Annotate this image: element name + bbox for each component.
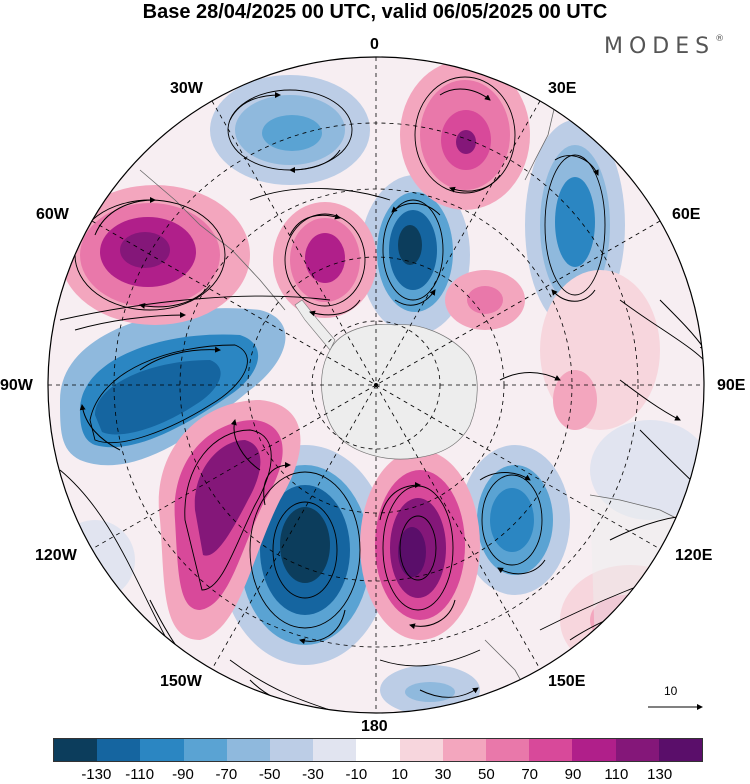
lon-label-150e: 150E <box>548 673 586 690</box>
lon-label-30e: 30E <box>548 80 577 97</box>
colorbar-ticks: -130 -110 -90 -70 -50 -30 -10 10 30 50 70 90 110 130 <box>53 766 703 784</box>
colorbar-tick-label: 50 <box>477 766 495 783</box>
colorbar-swatch <box>529 739 573 761</box>
colorbar <box>53 738 703 762</box>
colorbar-tick-label: -50 <box>258 766 281 783</box>
colorbar-tick-label: -10 <box>345 766 368 783</box>
lon-label-60e: 60E <box>672 206 701 223</box>
lon-label-60w: 60W <box>36 206 69 223</box>
colorbar-tick-label: 70 <box>521 766 538 783</box>
lon-label-90w: 90W <box>0 377 33 394</box>
vector-scale-label: 10 <box>664 684 678 698</box>
map-border <box>47 56 705 714</box>
lon-label-0: 0 <box>370 36 379 53</box>
lon-label-120e: 120E <box>675 547 713 564</box>
colorbar-swatch <box>313 739 357 761</box>
colorbar-tick-label: -90 <box>172 766 194 783</box>
colorbar-tick-label: -130 <box>81 766 112 783</box>
antarctic-peninsula <box>294 299 336 351</box>
colorbar-tick-label: -110 <box>125 766 155 783</box>
colorbar-tick-label: 90 <box>564 766 582 783</box>
lon-label-150w: 150W <box>160 673 202 690</box>
colorbar-swatch <box>97 739 141 761</box>
colorbar-swatch <box>572 739 616 761</box>
colorbar-swatch <box>658 739 703 761</box>
negative-anomalies <box>55 75 704 713</box>
registered-mark: ® <box>715 34 725 44</box>
colorbar-swatch <box>183 739 227 761</box>
lon-label-180: 180 <box>361 718 388 735</box>
south-america-coast <box>139 169 286 311</box>
colorbar-tick-label: -70 <box>215 766 238 783</box>
lon-label-90e: 90E <box>717 377 746 394</box>
map-title: Base 28/04/2025 00 UTC, valid 06/05/2025… <box>142 1 608 23</box>
colorbar-swatch <box>442 739 487 761</box>
colorbar-swatch <box>140 739 184 761</box>
colorbar-tick-label: 10 <box>391 766 408 783</box>
colorbar-swatch <box>486 739 530 761</box>
lon-label-120w: 120W <box>35 547 77 564</box>
colorbar-tick-label: 130 <box>647 766 673 783</box>
colorbar-swatch <box>615 739 659 761</box>
colorbar-swatch <box>226 739 271 761</box>
colorbar-tick-label: 30 <box>434 766 452 783</box>
colorbar-swatch <box>54 739 98 761</box>
anomaly-field <box>48 57 704 713</box>
colorbar-swatch <box>270 739 314 761</box>
new-zealand-coast <box>484 639 526 689</box>
lon-label-30w: 30W <box>170 80 203 97</box>
brand-logo: MODES® <box>604 34 724 59</box>
colorbar-swatch <box>356 739 400 761</box>
colorbar-tick-label: 110 <box>604 766 629 783</box>
brand-name: MODES <box>604 34 716 59</box>
wind-vectors <box>74 88 704 711</box>
south-pole-marker <box>374 383 378 387</box>
colorbar-tick-label: -30 <box>302 766 324 783</box>
australia-coast <box>589 494 704 651</box>
colorbar-swatch <box>399 739 443 761</box>
